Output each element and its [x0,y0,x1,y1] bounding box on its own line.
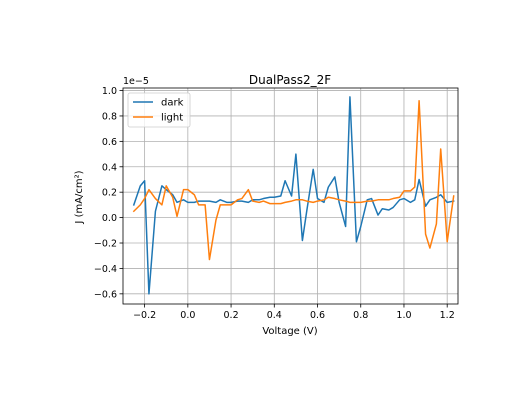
chart-title: DualPass2_2F [249,73,331,87]
y-tick-label: 0.8 [102,111,117,122]
x-tick-label: 0.8 [353,310,368,321]
x-tick-label: −0.2 [133,310,156,321]
series-lines [132,96,455,295]
y-tick-label: 0.6 [102,137,117,148]
x-tick-label: 0.0 [180,310,195,321]
y-tick-label: 1.0 [102,86,117,97]
y-axis-offset-text: 1e−5 [123,76,149,87]
legend-label-light: light [161,113,183,124]
x-tick-label: 0.2 [224,310,239,321]
y-tick-label: −0.4 [94,264,117,275]
x-tick-label: 0.6 [310,310,325,321]
x-axis-title: Voltage (V) [262,326,317,337]
x-tick-label: 0.4 [267,310,282,321]
x-tick-label: 1.2 [440,310,455,321]
y-tick-label: −0.2 [94,239,117,250]
series-line-light [132,99,455,261]
y-tick-label: −0.6 [94,289,117,300]
legend: dark light [127,92,191,128]
legend-label-dark: dark [161,98,184,109]
x-tick-label: 1.0 [396,310,411,321]
plot-frame [122,87,459,305]
y-tick-label: 0.2 [102,188,117,199]
y-tick-label: 0.0 [102,213,117,224]
axis-ticks: −0.2 0.0 0.2 0.4 0.6 0.8 1.0 1.2 −0.6 −0.4 −0.2 0.0… [94,86,455,321]
series-line-dark [132,96,455,295]
y-tick-label: 0.4 [102,162,117,173]
y-axis-title: J (mA/cm²) [74,170,85,224]
